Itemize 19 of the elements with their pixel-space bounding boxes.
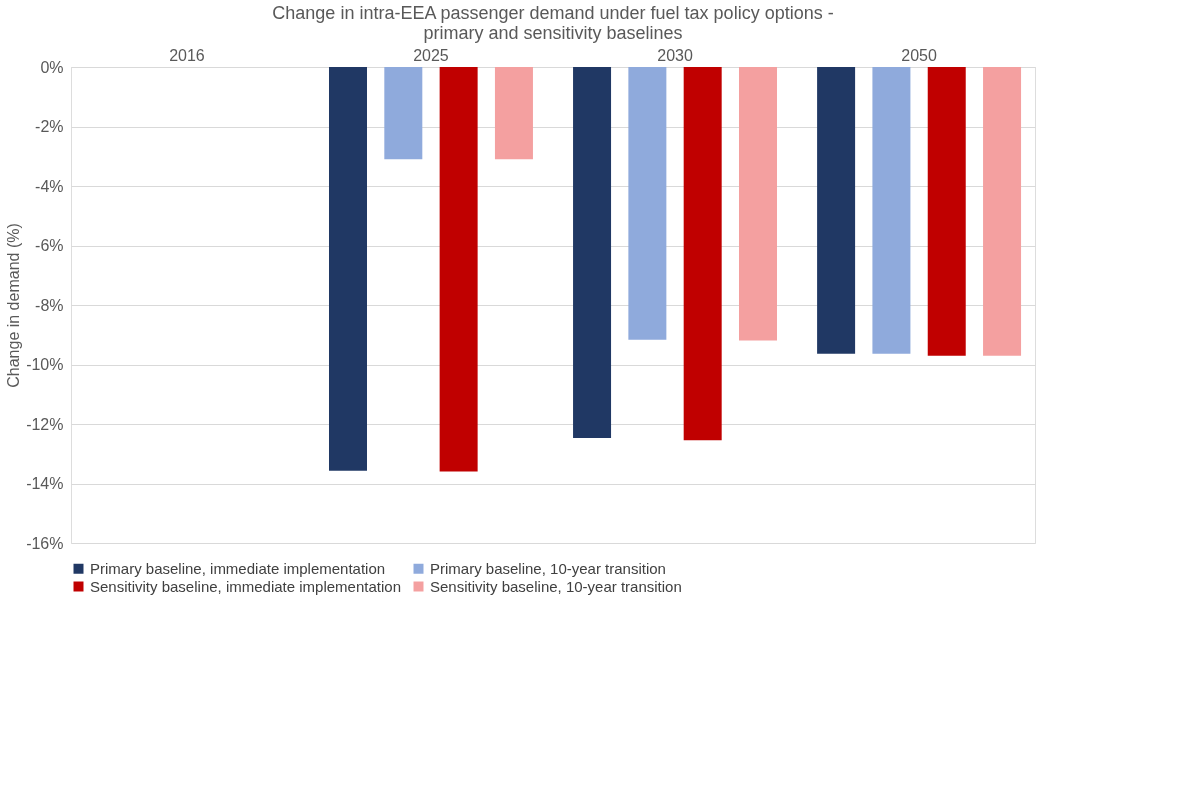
x-tick-label: 2016: [169, 46, 205, 64]
y-tick-label: -16%: [26, 534, 64, 552]
chart-title: Change in intra-EEA passenger demand under fuel tax policy options - primary and sensitivity baselines: [272, 3, 834, 43]
legend-label: Sensitivity baseline, immediate implementation: [90, 577, 401, 595]
y-tick-label: 0%: [40, 58, 64, 76]
x-tick-label: 2050: [901, 46, 937, 64]
y-tick-label: -2%: [35, 118, 64, 135]
y-tick-label: -8%: [35, 296, 64, 314]
y-tick-label: -10%: [26, 356, 64, 373]
x-tick-label: 2030: [657, 46, 693, 64]
legend-label: Sensitivity baseline, 10-year transition: [430, 577, 682, 595]
y-tick-label: -12%: [26, 415, 64, 433]
y-axis-title: Change in demand (%): [5, 223, 23, 388]
x-tick-label: 2025: [413, 46, 449, 64]
y-tick-label: -14%: [26, 475, 64, 492]
y-tick-label: -4%: [35, 177, 64, 195]
y-tick-label: -6%: [35, 237, 64, 254]
legend-label: Primary baseline, 10-year transition: [430, 559, 666, 577]
legend-label: Primary baseline, immediate implementation: [90, 559, 386, 577]
